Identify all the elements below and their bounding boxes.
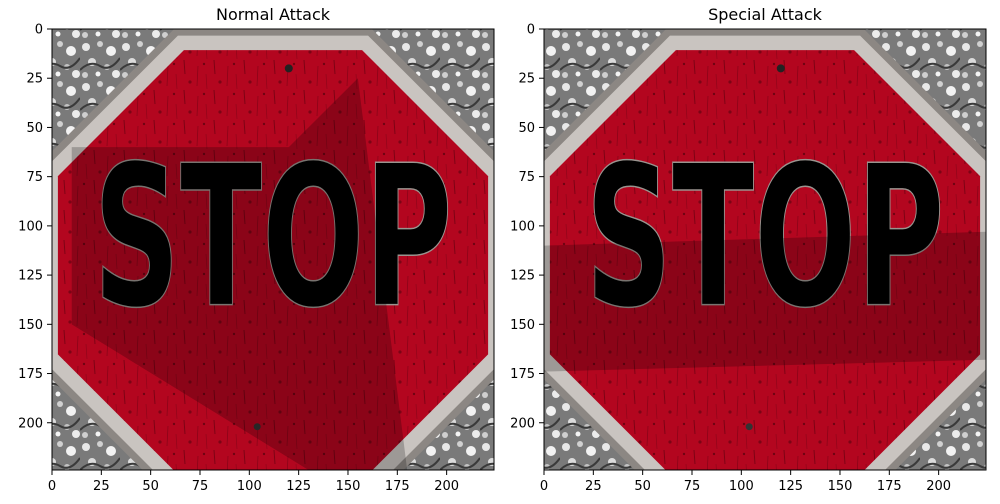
x-tick-label: 50	[634, 479, 651, 494]
y-tick-label: 125	[18, 269, 43, 284]
bolt-icon	[253, 423, 261, 431]
y-tick-label: 25	[518, 72, 535, 87]
x-tick-label: 125	[286, 479, 311, 494]
y-tick-label: 75	[26, 170, 43, 185]
axes-frame	[543, 28, 987, 471]
bolt-icon	[776, 64, 785, 73]
y-tick-label: 50	[518, 121, 535, 136]
y-tick-label: 0	[35, 23, 43, 38]
x-tick-label: 125	[778, 479, 803, 494]
shadow-region	[71, 78, 408, 470]
y-tick-label: 100	[510, 219, 535, 234]
x-tick-label: 75	[192, 479, 209, 494]
y-tick-label: 125	[510, 269, 535, 284]
y-tick-label: 100	[18, 219, 43, 234]
axes-frame	[51, 28, 495, 471]
y-tick-label: 75	[518, 170, 535, 185]
y-tick-label: 175	[18, 367, 43, 382]
x-tick-label: 75	[684, 479, 701, 494]
shadow-region	[544, 231, 986, 372]
panel-title: Special Attack	[708, 5, 823, 24]
x-tick-label: 100	[729, 479, 754, 494]
y-tick-label: 175	[510, 367, 535, 382]
bolt-icon	[284, 64, 293, 73]
x-tick-label: 175	[877, 479, 902, 494]
y-tick-label: 0	[527, 23, 535, 38]
y-tick-label: 150	[510, 318, 535, 333]
sign-wear	[549, 50, 981, 470]
x-tick-label: 25	[585, 479, 602, 494]
x-tick-label: 100	[237, 479, 262, 494]
y-tick-label: 25	[26, 72, 43, 87]
y-tick-label: 200	[18, 416, 43, 431]
x-tick-label: 25	[93, 479, 110, 494]
panel-1: STOP Normal Attack 0 25 50 75 100 125 150 175 200 0…	[18, 5, 495, 494]
x-tick-label: 0	[540, 479, 548, 494]
x-tick-label: 0	[48, 479, 56, 494]
stop-sign-image: STOP	[52, 29, 494, 470]
x-tick-label: 50	[142, 479, 159, 494]
x-tick-label: 200	[926, 479, 951, 494]
y-tick-label: 150	[18, 318, 43, 333]
panel-2: STOP Special Attack 0 25 50 75 100 125 150 175 200…	[510, 5, 987, 494]
x-tick-label: 200	[434, 479, 459, 494]
x-tick-label: 175	[385, 479, 410, 494]
panel-title: Normal Attack	[216, 5, 331, 24]
x-tick-label: 150	[828, 479, 853, 494]
x-tick-label: 150	[336, 479, 361, 494]
stop-sign-image: STOP	[544, 29, 986, 470]
bolt-icon	[745, 423, 753, 431]
sign-wear	[57, 50, 489, 470]
sign-text: STOP	[93, 125, 452, 352]
sign-text: STOP	[585, 125, 944, 352]
y-tick-label: 200	[510, 416, 535, 431]
y-tick-label: 50	[26, 121, 43, 136]
